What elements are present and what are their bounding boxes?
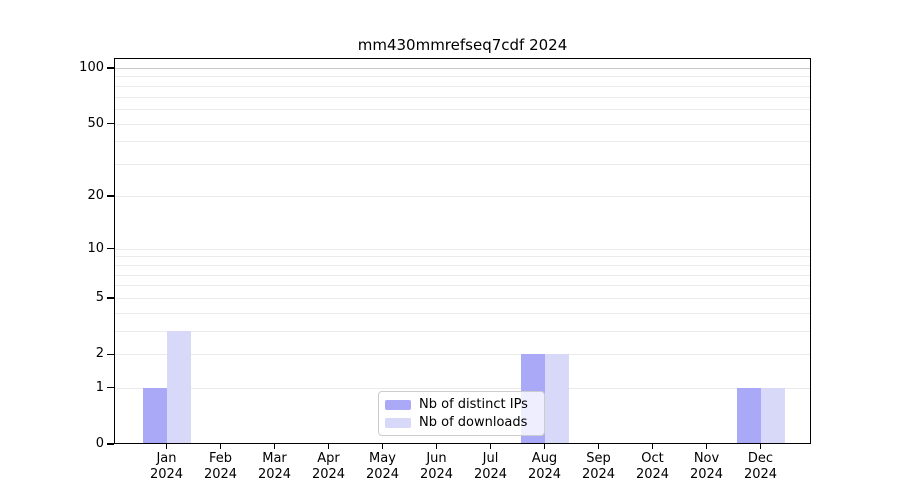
- x-axis-tick: [219, 444, 222, 449]
- y-axis-tick: [107, 67, 114, 69]
- x-axis-tick-label: Jan 2024: [149, 451, 184, 482]
- y-axis-tick-label: 50: [87, 115, 104, 131]
- legend-row-downloads: Nb of downloads: [385, 415, 538, 430]
- x-axis-tick-label: Mar 2024: [257, 451, 292, 482]
- y-axis-tick: [107, 195, 114, 197]
- y-axis-tick-label: 10: [87, 240, 104, 256]
- y-axis-tick: [107, 353, 114, 356]
- x-axis-tick-label: Dec 2024: [743, 451, 778, 482]
- gridline-minor: [114, 108, 811, 110]
- x-axis-tick-label: Aug 2024: [527, 451, 562, 482]
- bar-downloads: [544, 354, 569, 444]
- legend-label-downloads: Nb of downloads: [419, 415, 528, 430]
- x-axis-tick: [435, 444, 438, 449]
- legend-swatch-distinct-ips: [385, 399, 411, 410]
- gridline-major: [114, 67, 811, 69]
- gridline-minor: [114, 85, 811, 87]
- gridline-minor: [114, 331, 811, 333]
- bar-distinct-ips: [736, 387, 761, 444]
- bar-distinct-ips: [142, 387, 167, 444]
- y-axis-tick-label: 2: [95, 346, 104, 362]
- chart-title: mm430mmrefseq7cdf 2024: [357, 36, 568, 54]
- y-axis-tick-label: 1: [95, 379, 104, 395]
- legend: Nb of distinct IPs Nb of downloads: [378, 391, 545, 436]
- x-axis-tick: [597, 444, 600, 449]
- y-axis-tick-label: 0: [95, 436, 104, 451]
- legend-row-distinct-ips: Nb of distinct IPs: [385, 397, 538, 412]
- gridline-minor: [114, 141, 811, 143]
- x-axis-tick-label: Oct 2024: [635, 451, 670, 482]
- x-axis-tick: [165, 444, 168, 449]
- y-axis-tick-label: 5: [95, 289, 104, 305]
- gridline-minor: [114, 248, 811, 250]
- x-axis-tick-label: Jul 2024: [473, 451, 508, 482]
- y-axis-tick: [107, 297, 114, 299]
- x-axis-tick-label: Nov 2024: [689, 451, 724, 482]
- x-axis-tick-label: Jun 2024: [419, 451, 454, 482]
- x-axis-tick: [381, 444, 384, 449]
- y-axis-tick: [107, 247, 114, 250]
- y-axis-tick: [107, 443, 114, 445]
- y-axis-tick: [107, 122, 114, 125]
- axes-spines: [114, 58, 811, 444]
- gridline-minor: [114, 96, 811, 98]
- gridline-minor: [114, 285, 811, 287]
- legend-label-distinct-ips: Nb of distinct IPs: [419, 397, 528, 412]
- gridline-minor: [114, 354, 811, 356]
- x-axis-tick-label: Feb 2024: [203, 451, 238, 482]
- gridline-minor: [114, 256, 811, 258]
- x-axis-tick: [759, 444, 762, 449]
- y-axis-tick-label: 20: [87, 187, 104, 203]
- bar-downloads: [760, 387, 785, 444]
- gridline-minor: [114, 123, 811, 125]
- x-axis-tick: [651, 444, 654, 449]
- y-axis-tick-label: 100: [79, 59, 104, 75]
- x-axis-tick-label: Apr 2024: [311, 451, 346, 482]
- x-axis-tick: [273, 444, 276, 449]
- legend-swatch-downloads: [385, 417, 411, 428]
- x-axis-tick: [327, 444, 330, 449]
- plot-area: [114, 58, 811, 444]
- gridline-minor: [114, 195, 811, 197]
- gridline-minor: [114, 274, 811, 276]
- gridline-minor: [114, 387, 811, 389]
- x-axis-tick-label: May 2024: [365, 451, 400, 482]
- x-axis-tick: [543, 444, 546, 449]
- gridline-minor: [114, 312, 811, 314]
- gridline-minor: [114, 297, 811, 299]
- bar-downloads: [166, 331, 191, 444]
- y-axis-tick: [107, 386, 114, 389]
- x-axis-tick: [705, 444, 708, 449]
- gridline-minor: [114, 164, 811, 166]
- gridline-minor: [114, 76, 811, 78]
- x-axis-tick: [489, 444, 492, 449]
- gridline-minor: [114, 264, 811, 266]
- x-axis-tick-label: Sep 2024: [581, 451, 616, 482]
